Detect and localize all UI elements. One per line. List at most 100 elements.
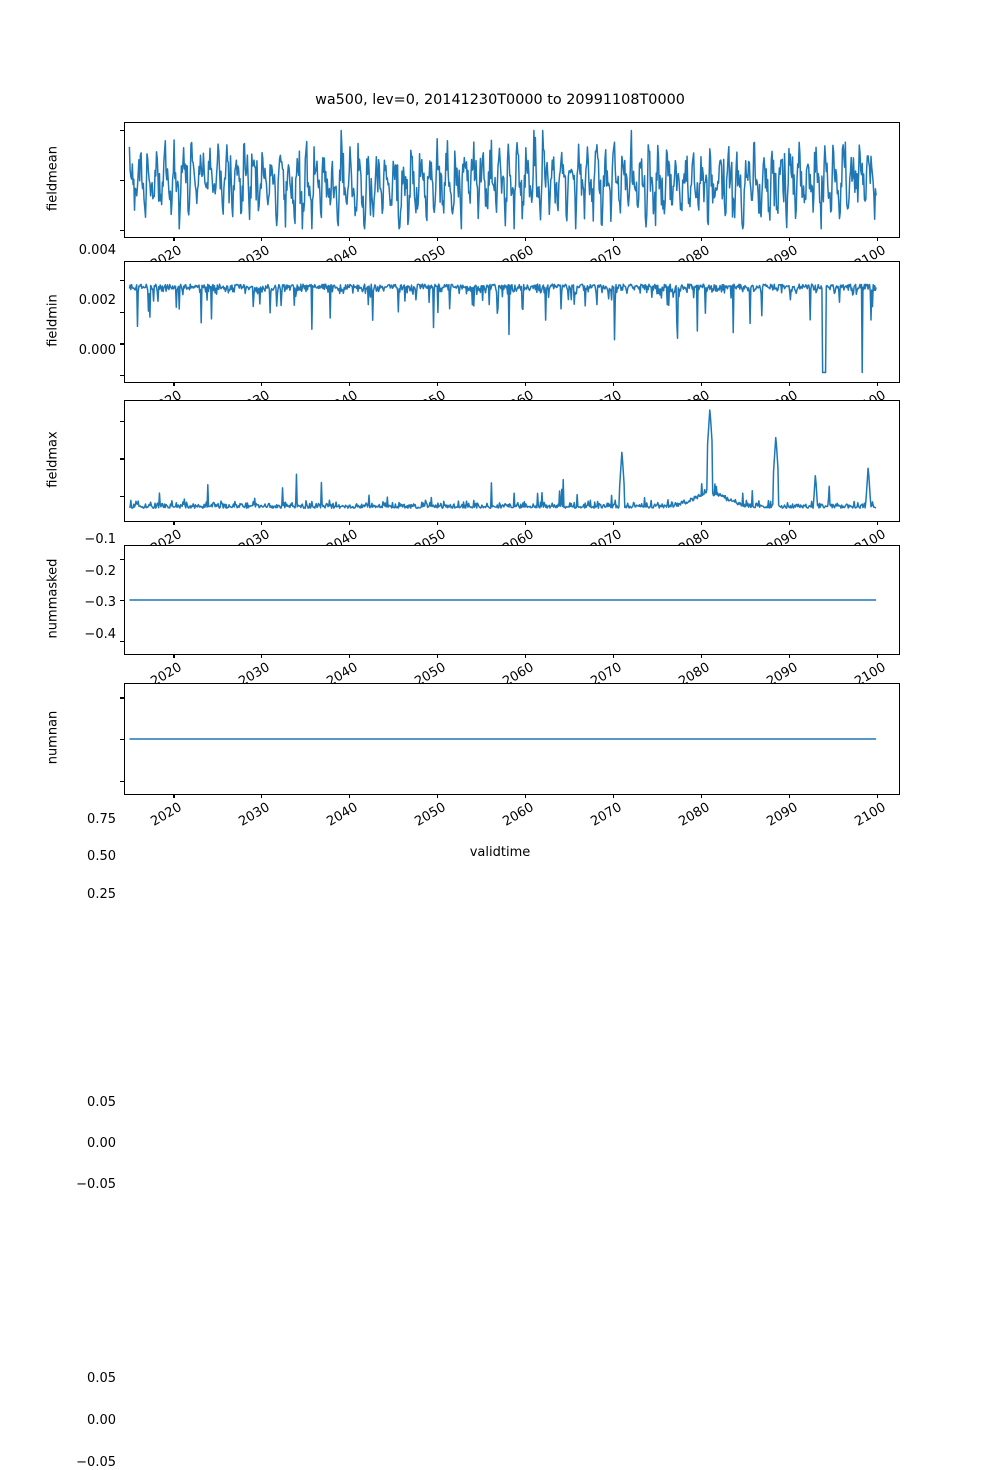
- y-axis-label-nummasked: nummasked: [45, 558, 61, 639]
- x-tick-mark: [876, 520, 878, 525]
- y-tick-mark: [120, 374, 124, 377]
- y-tick-mark: [120, 739, 124, 741]
- x-tick-mark: [701, 520, 703, 525]
- y-tick-mark: [120, 180, 124, 182]
- x-tick-label: 2040: [324, 800, 361, 830]
- series-line-fieldmin: [128, 283, 877, 374]
- x-tick-mark: [261, 653, 263, 658]
- x-tick-mark: [437, 520, 439, 525]
- y-tick-label: −0.4: [84, 626, 116, 642]
- x-tick-mark: [876, 381, 878, 386]
- y-tick-mark: [120, 496, 124, 498]
- y-tick-mark: [120, 311, 124, 313]
- y-tick-mark: [120, 640, 124, 642]
- x-tick-mark: [788, 520, 791, 525]
- x-tick-mark: [788, 793, 791, 798]
- y-tick-label: 0.00: [87, 1413, 116, 1428]
- y-axis-label-fieldmax: fieldmax: [45, 431, 61, 488]
- x-tick-mark: [173, 793, 175, 798]
- y-tick-label: 0.002: [78, 293, 116, 308]
- y-tick-label: −0.3: [84, 595, 116, 611]
- y-tick-label: 0.000: [78, 342, 116, 358]
- x-tick-mark: [349, 653, 351, 658]
- x-tick-label: 2030: [236, 800, 273, 830]
- x-tick-mark: [613, 653, 615, 658]
- y-tick-label: −0.05: [76, 1176, 116, 1192]
- x-tick-mark: [613, 381, 615, 386]
- x-tick-mark: [525, 793, 527, 798]
- y-axis-ticks-fieldmax: 0.25 0.50 0.75: [50, 400, 116, 903]
- y-tick-mark: [120, 343, 124, 345]
- x-tick-mark: [437, 653, 439, 658]
- x-tick-mark: [525, 381, 527, 386]
- y-tick-label: 0.25: [87, 887, 116, 903]
- x-tick-mark: [261, 236, 263, 241]
- x-tick-mark: [788, 236, 791, 241]
- subplot-nummasked: [124, 545, 900, 655]
- x-tick-label: 2080: [676, 800, 713, 830]
- x-axis-label: validtime: [469, 845, 531, 860]
- x-tick-mark: [261, 520, 263, 525]
- y-axis-ticks-fieldmean: 0.000 0.002 0.004: [50, 122, 116, 358]
- y-axis-label-fieldmean: fieldmean: [45, 146, 61, 211]
- series-line-fieldmax: [128, 409, 877, 509]
- x-tick-mark: [701, 653, 703, 658]
- y-tick-mark: [120, 458, 124, 460]
- x-tick-mark: [349, 793, 351, 798]
- y-tick-mark: [120, 229, 124, 231]
- subplot-fieldmin: [124, 261, 900, 383]
- x-tick-mark: [701, 381, 703, 386]
- x-tick-mark: [525, 236, 527, 241]
- subplot-numnan: [124, 683, 900, 795]
- y-tick-label: −0.2: [84, 563, 116, 579]
- x-tick-mark: [349, 236, 351, 241]
- x-tick-mark: [613, 520, 615, 525]
- x-tick-mark: [173, 653, 175, 658]
- series-line-fieldmean: [128, 129, 877, 230]
- y-tick-label: 0.00: [87, 1136, 116, 1151]
- x-tick-mark: [701, 793, 703, 798]
- y-axis-label-fieldmin: fieldmin: [45, 294, 61, 347]
- y-tick-label: 0.50: [87, 849, 116, 865]
- x-tick-mark: [437, 236, 439, 241]
- subplot-fieldmean: [124, 122, 900, 238]
- y-tick-label: −0.1: [84, 532, 116, 548]
- x-tick-mark: [173, 381, 175, 386]
- x-tick-mark: [349, 381, 351, 386]
- y-axis-ticks-fieldmin: −0.1 −0.2 −0.3 −0.4: [50, 261, 116, 642]
- y-tick-mark: [120, 600, 124, 602]
- y-tick-mark: [120, 559, 124, 561]
- y-tick-mark: [120, 280, 124, 282]
- x-tick-mark: [876, 653, 878, 658]
- y-tick-label: −0.05: [76, 1454, 116, 1470]
- y-tick-mark: [120, 130, 124, 132]
- x-tick-mark: [613, 793, 615, 798]
- y-tick-mark: [120, 420, 124, 422]
- x-tick-label: 2090: [764, 800, 801, 830]
- x-tick-label: 2050: [412, 800, 449, 830]
- x-tick-mark: [701, 236, 703, 241]
- y-tick-label: 0.004: [78, 243, 116, 259]
- x-tick-mark: [437, 793, 439, 798]
- x-tick-mark: [437, 381, 439, 386]
- figure-title: wa500, lev=0, 20141230T0000 to 20991108T…: [315, 92, 685, 108]
- x-tick-mark: [788, 381, 791, 386]
- x-tick-label: 2020: [148, 800, 185, 830]
- x-tick-mark: [261, 381, 263, 386]
- x-tick-mark: [525, 520, 527, 525]
- y-tick-mark: [120, 697, 124, 699]
- x-tick-mark: [876, 793, 878, 798]
- x-tick-mark: [525, 653, 527, 658]
- y-tick-label: 0.75: [87, 811, 116, 827]
- x-tick-mark: [173, 236, 175, 241]
- x-tick-label: 2060: [500, 800, 537, 830]
- x-tick-mark: [349, 520, 351, 525]
- y-tick-mark: [120, 780, 124, 782]
- x-tick-label: 2070: [588, 800, 625, 830]
- x-tick-mark: [788, 653, 791, 658]
- x-tick-mark: [613, 236, 615, 241]
- y-tick-label: 0.05: [87, 1371, 116, 1387]
- x-tick-mark: [876, 236, 878, 241]
- x-tick-label: 2100: [852, 800, 889, 830]
- y-axis-label-numnan: numnan: [45, 710, 61, 765]
